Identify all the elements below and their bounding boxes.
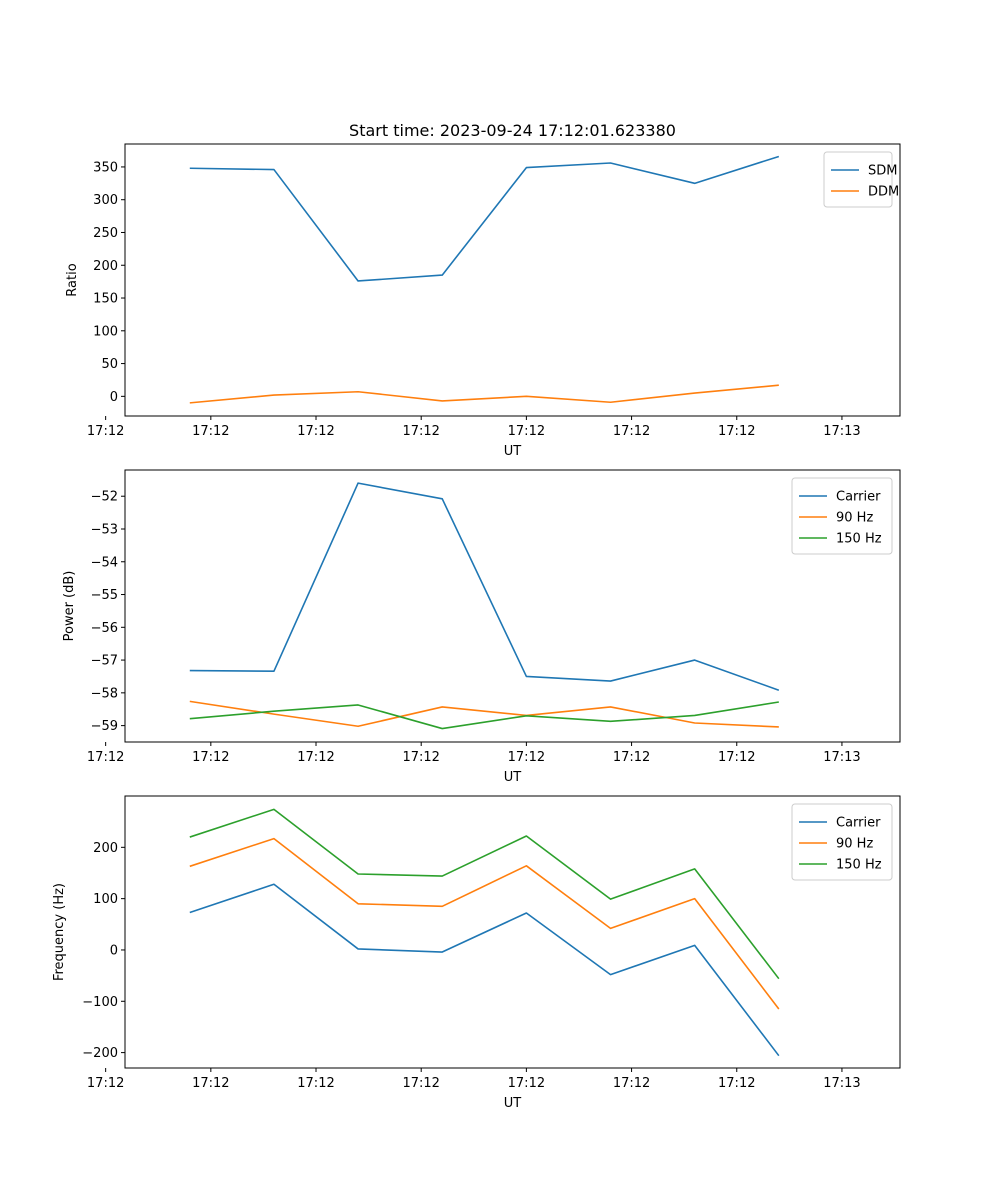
series-line-carrier — [189, 482, 780, 691]
y-tick-label: 0 — [110, 943, 118, 958]
chart-panel-2: −59 −58 −57 −56 −55 −54 −53 −52 17:12 17:12 17:12 1… — [62, 469, 901, 785]
y-tick-label: 150 — [93, 292, 118, 307]
legend-box — [791, 803, 893, 881]
series-line-carrier — [189, 883, 780, 1057]
axes-frame — [124, 469, 901, 743]
legend: Carrier 90 Hz 150 Hz — [791, 803, 893, 881]
x-tick-label: 17:12 — [508, 424, 545, 439]
y-tick-label: 250 — [93, 226, 118, 241]
y-tick-label: −53 — [91, 522, 118, 537]
x-tick-label: 17:12 — [402, 750, 439, 765]
axes-frame — [124, 143, 901, 417]
series-line-90-hz — [189, 700, 779, 728]
axes-frame — [124, 795, 901, 1069]
legend-label: 90 Hz — [836, 511, 873, 526]
y-tick-label: 0 — [110, 390, 118, 405]
x-tick-label: 17:12 — [402, 424, 439, 439]
x-tick-label: 17:13 — [823, 424, 860, 439]
y-tick-label: −200 — [82, 1046, 118, 1061]
x-tick-label: 17:12 — [297, 750, 334, 765]
x-tick-label: 17:12 — [718, 750, 755, 765]
legend-box — [791, 477, 893, 555]
x-tick-label: 17:12 — [508, 1076, 545, 1091]
series-line-sdm — [189, 155, 780, 282]
x-tick-label: 17:12 — [613, 424, 650, 439]
y-tick-label: −52 — [91, 490, 118, 505]
x-tick-label: 17:12 — [297, 1076, 334, 1091]
y-tick-label: 100 — [93, 324, 118, 339]
y-tick-label: −100 — [82, 995, 118, 1010]
y-tick-label: −57 — [91, 654, 118, 669]
y-tick-label: −59 — [91, 719, 118, 734]
legend-label: Carrier — [836, 490, 881, 505]
x-tick-label: 17:12 — [192, 1076, 229, 1091]
panels: 0 50 100 150 200 250 300 350 17:12 17:12 17:12 17:1… — [52, 143, 901, 1111]
legend: Carrier 90 Hz 150 Hz — [791, 477, 893, 555]
legend-label: SDM — [868, 164, 897, 179]
y-axis-label: Power (dB) — [62, 571, 77, 642]
x-tick-label: 17:12 — [297, 424, 334, 439]
series-line-150-hz — [189, 808, 780, 980]
x-tick-label: 17:12 — [87, 424, 124, 439]
y-tick-label: 300 — [93, 193, 118, 208]
legend-label: 150 Hz — [836, 858, 882, 873]
legend-label: 90 Hz — [836, 837, 873, 852]
x-tick-label: 17:12 — [402, 1076, 439, 1091]
series-line-ddm — [189, 384, 779, 404]
x-tick-label: 17:12 — [508, 750, 545, 765]
y-axis-label: Frequency (Hz) — [52, 883, 67, 981]
x-tick-label: 17:12 — [718, 1076, 755, 1091]
y-tick-label: −54 — [91, 555, 118, 570]
y-tick-label: −55 — [91, 588, 118, 603]
y-tick-label: −56 — [91, 621, 118, 636]
chart-panel-1: 0 50 100 150 200 250 300 350 17:12 17:12 17:12 17:1… — [65, 143, 901, 459]
chart-panel-3: −200 −100 0 100 200 17:12 17:12 17:12 17:12 17:12… — [52, 795, 901, 1111]
legend-label: Carrier — [836, 816, 881, 831]
figure-title: Start time: 2023-09-24 17:12:01.623380 — [349, 121, 676, 140]
x-axis-label: UT — [504, 770, 522, 785]
x-tick-label: 17:12 — [718, 424, 755, 439]
series-line-90-hz — [189, 837, 780, 1010]
y-tick-label: 200 — [93, 259, 118, 274]
x-tick-label: 17:12 — [192, 424, 229, 439]
x-tick-label: 17:12 — [192, 750, 229, 765]
y-tick-label: 200 — [93, 841, 118, 856]
legend-label: 150 Hz — [836, 532, 882, 547]
x-axis-label: UT — [504, 444, 522, 459]
x-tick-label: 17:12 — [87, 750, 124, 765]
x-tick-label: 17:13 — [823, 750, 860, 765]
y-tick-label: 50 — [101, 357, 118, 372]
y-tick-label: −58 — [91, 686, 118, 701]
x-tick-label: 17:12 — [613, 1076, 650, 1091]
x-tick-label: 17:13 — [823, 1076, 860, 1091]
legend: SDM DDM — [823, 151, 899, 208]
y-tick-label: 100 — [93, 892, 118, 907]
x-tick-label: 17:12 — [87, 1076, 124, 1091]
y-tick-label: 350 — [93, 160, 118, 175]
legend-box — [823, 151, 893, 208]
x-axis-label: UT — [504, 1096, 522, 1111]
y-axis-label: Ratio — [65, 263, 80, 296]
legend-label: DDM — [868, 185, 899, 200]
x-tick-label: 17:12 — [613, 750, 650, 765]
series-line-150-hz — [189, 701, 779, 730]
